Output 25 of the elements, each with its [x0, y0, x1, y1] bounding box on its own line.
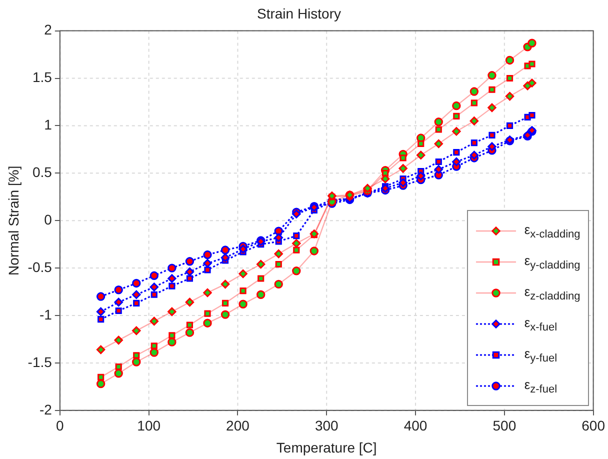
y-tick-label: 1.5 [32, 69, 52, 86]
y-tick-label: 0.5 [32, 164, 52, 180]
legend-label: ε$_{z-cladding}$ [524, 284, 580, 302]
y-tick-label: -1 [39, 306, 52, 322]
y-tick-label: -0.5 [28, 258, 52, 275]
legend-label: ε$_{z-fuel}$ [524, 376, 558, 396]
x-tick-label: 300 [314, 418, 339, 434]
legend-label: ε$_{y-cladding}$ [524, 252, 580, 272]
y-tick-label: -1.5 [28, 354, 52, 370]
legend-label: ε$_{x-cladding}$ [524, 222, 580, 240]
y-tick-label: -2 [39, 401, 52, 418]
legend-label: ε$_{y-fuel}$ [524, 346, 558, 364]
x-tick-label: 400 [404, 418, 428, 434]
x-axis-title: Temperature [C] [276, 439, 377, 456]
y-axis-title: Normal Strain [%] [5, 166, 22, 276]
x-tick-label: 600 [582, 418, 606, 434]
x-tick-label: 200 [226, 418, 250, 434]
legend-label: ε$_{x-fuel}$ [524, 314, 558, 334]
x-tick-label: 0 [56, 418, 64, 434]
y-tick-label: 1 [44, 116, 52, 133]
x-tick-label: 100 [137, 418, 161, 434]
y-tick-label: 0 [44, 211, 52, 228]
chart-title: Strain History [256, 5, 342, 22]
x-tick-label: 500 [492, 418, 516, 434]
y-tick-label: 2 [44, 22, 52, 38]
